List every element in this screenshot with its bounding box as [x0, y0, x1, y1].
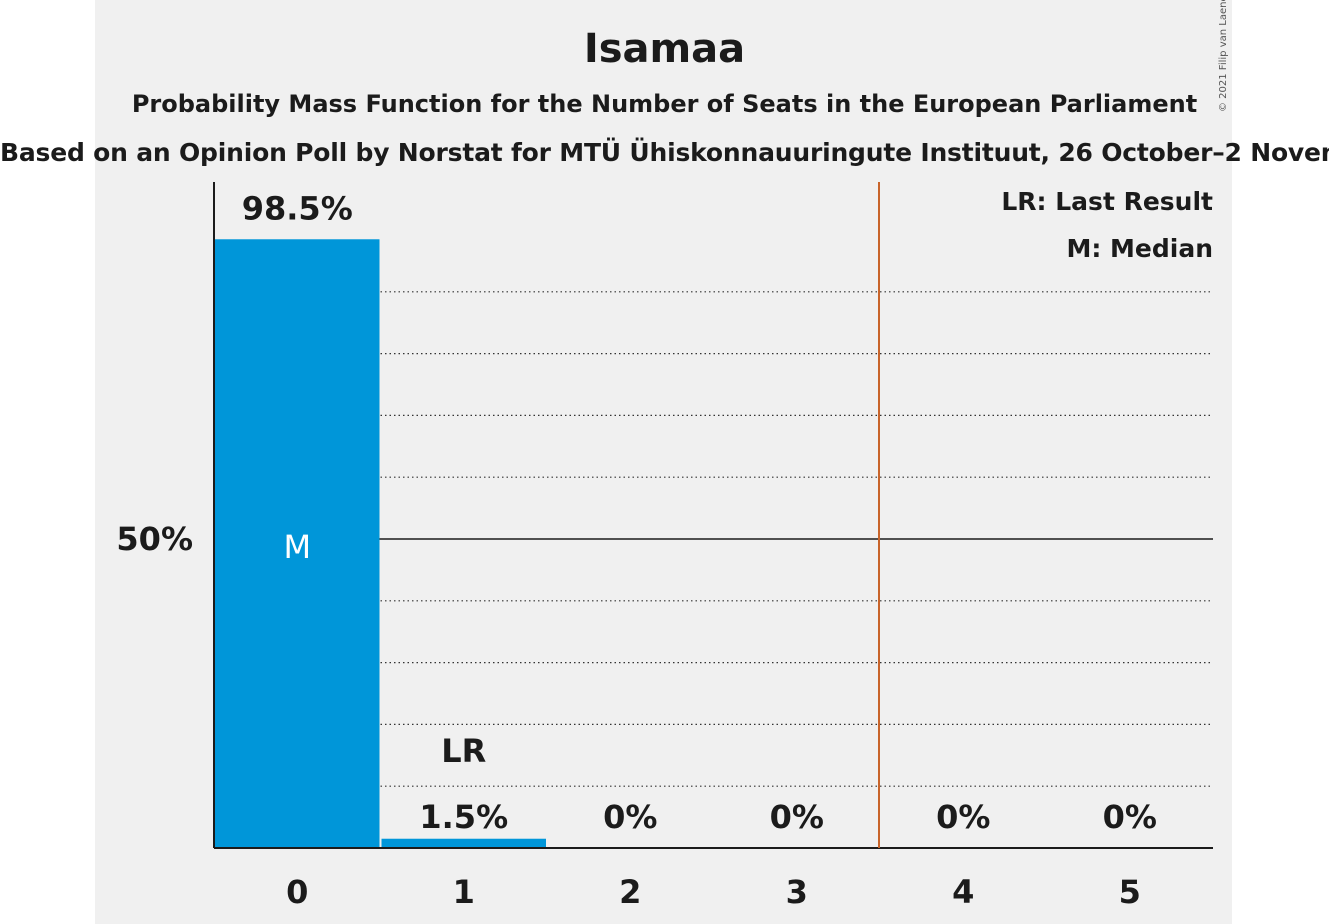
legend-entry-1: M: Median [1066, 234, 1213, 263]
x-tick-label-2: 2 [619, 873, 641, 911]
legend-entry-0: LR: Last Result [1001, 187, 1213, 216]
data-label-seat-3: 0% [770, 798, 824, 836]
chart-subtitle: Probability Mass Function for the Number… [131, 90, 1198, 118]
bar-seat-0 [215, 239, 380, 848]
chart-source: Based on an Opinion Poll by Norstat for … [0, 138, 1329, 167]
y-tick-label-50: 50% [116, 520, 193, 558]
last-result-marker: LR [441, 732, 486, 770]
data-label-seat-1: 1.5% [419, 798, 508, 836]
data-label-seat-5: 0% [1103, 798, 1157, 836]
bar-seat-1 [381, 838, 546, 848]
data-label-seat-2: 0% [603, 798, 657, 836]
x-tick-label-3: 3 [786, 873, 808, 911]
x-tick-label-1: 1 [453, 873, 475, 911]
x-tick-label-0: 0 [286, 873, 308, 911]
data-label-seat-0: 98.5% [242, 189, 353, 227]
x-tick-label-4: 4 [952, 873, 974, 911]
x-tick-label-5: 5 [1119, 873, 1141, 911]
data-label-seat-4: 0% [936, 798, 990, 836]
median-marker: M [283, 528, 311, 566]
chart-title: Isamaa [583, 26, 746, 72]
